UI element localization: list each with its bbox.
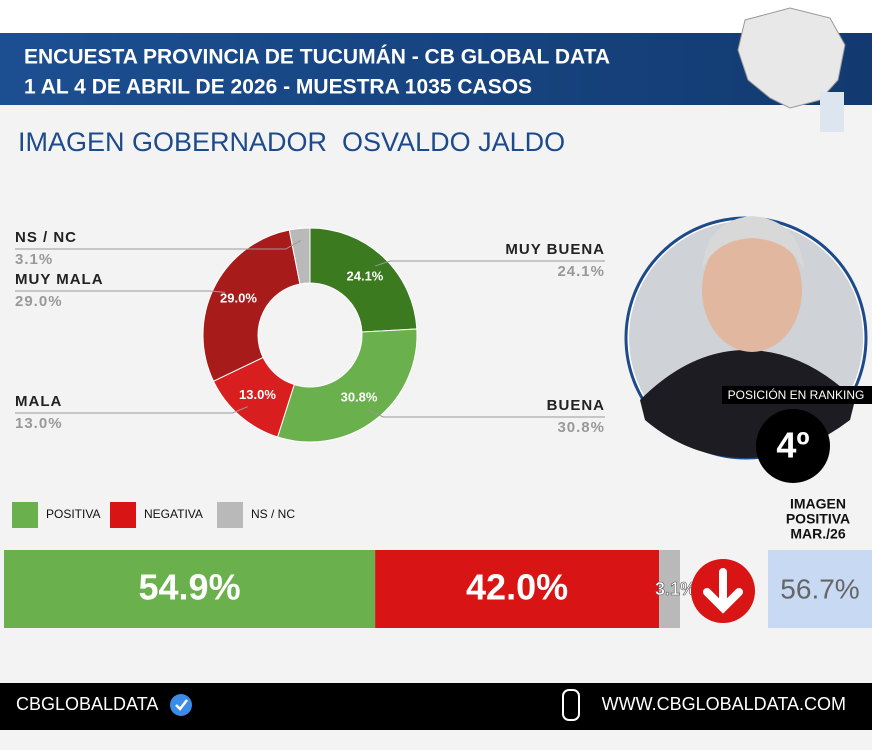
comparison-value: 56.7% bbox=[780, 573, 859, 604]
slice-label: 29.0% bbox=[220, 291, 257, 306]
stacked-bar: POSITIVA 54.9% NEGATIVA 42.0% NS / NC 3.1% bbox=[4, 502, 696, 628]
bar-segment bbox=[659, 550, 680, 628]
leader-line bbox=[375, 260, 605, 267]
category-value: 29.0% bbox=[15, 293, 63, 310]
ranking-label: POSICIÓN EN RANKING bbox=[728, 387, 865, 402]
footer bbox=[0, 683, 872, 730]
top-strip bbox=[0, 0, 872, 33]
donut-slice bbox=[202, 229, 301, 382]
portrait-face bbox=[702, 228, 802, 352]
category-value: 24.1% bbox=[557, 263, 605, 280]
ranking-band bbox=[722, 386, 872, 404]
slice-label: 24.1% bbox=[347, 268, 384, 283]
bar-segment bbox=[4, 550, 376, 628]
category-label: BUENA bbox=[547, 397, 605, 414]
trend-arrow bbox=[703, 568, 743, 614]
slice-label: 13.0% bbox=[239, 387, 276, 402]
comparison-box bbox=[768, 550, 872, 628]
legend-swatch bbox=[12, 502, 38, 528]
donut-slice bbox=[309, 227, 418, 333]
bar-label: 54.9% bbox=[139, 567, 241, 608]
chart-title: IMAGEN GOBERNADOR OSVALDO JALDO bbox=[18, 127, 565, 157]
portrait: POSICIÓN EN RANKING 4º bbox=[624, 216, 872, 483]
slice-label: 30.8% bbox=[341, 390, 378, 405]
map-inset bbox=[820, 92, 844, 132]
portrait-hair bbox=[702, 216, 804, 270]
click-icon bbox=[562, 689, 580, 721]
verified-check bbox=[175, 699, 188, 711]
header-line-1: ENCUESTA PROVINCIA DE TUCUMÁN - CB GLOBA… bbox=[24, 46, 610, 69]
category-value: 30.8% bbox=[557, 419, 605, 436]
leader-line bbox=[15, 240, 302, 250]
category-label: NS / NC bbox=[15, 229, 77, 246]
category-label: MALA bbox=[15, 393, 62, 410]
footer-right: WWW.CBGLOBALDATA.COM bbox=[602, 694, 846, 714]
header-band bbox=[0, 33, 872, 105]
bar-label: 3.1% bbox=[655, 579, 696, 599]
donut-slice bbox=[288, 227, 311, 285]
category-value: 3.1% bbox=[15, 251, 53, 268]
comparison-title: MAR./26 bbox=[790, 526, 845, 542]
legend-swatch bbox=[110, 502, 136, 528]
comparison-title: IMAGEN bbox=[790, 496, 846, 512]
bar-label: 42.0% bbox=[466, 567, 568, 608]
legend-label: NEGATIVA bbox=[144, 507, 203, 521]
ranking-position: 4º bbox=[776, 425, 809, 466]
legend-label: POSITIVA bbox=[46, 507, 100, 521]
footer-left: CBGLOBALDATA bbox=[16, 694, 158, 714]
comparison-title: POSITIVA bbox=[786, 511, 850, 527]
category-label: MUY MALA bbox=[15, 271, 104, 288]
leader-line bbox=[368, 409, 605, 418]
bar-segment bbox=[375, 550, 660, 628]
leader-line bbox=[15, 290, 226, 293]
donut-slice bbox=[276, 328, 418, 443]
legend-swatch bbox=[217, 502, 243, 528]
leader-line bbox=[15, 406, 248, 414]
category-label: MUY BUENA bbox=[505, 241, 605, 258]
verified-badge bbox=[170, 694, 192, 716]
header-line-2: 1 AL 4 DE ABRIL DE 2026 - MUESTRA 1035 C… bbox=[24, 76, 532, 99]
category-value: 13.0% bbox=[15, 415, 63, 432]
ranking-circle bbox=[756, 409, 830, 483]
donut-chart: 24.1% MUY BUENA 24.1% 30.8% BUENA 30.8% 13.0% M… bbox=[15, 227, 605, 443]
legend-label: NS / NC bbox=[251, 507, 295, 521]
